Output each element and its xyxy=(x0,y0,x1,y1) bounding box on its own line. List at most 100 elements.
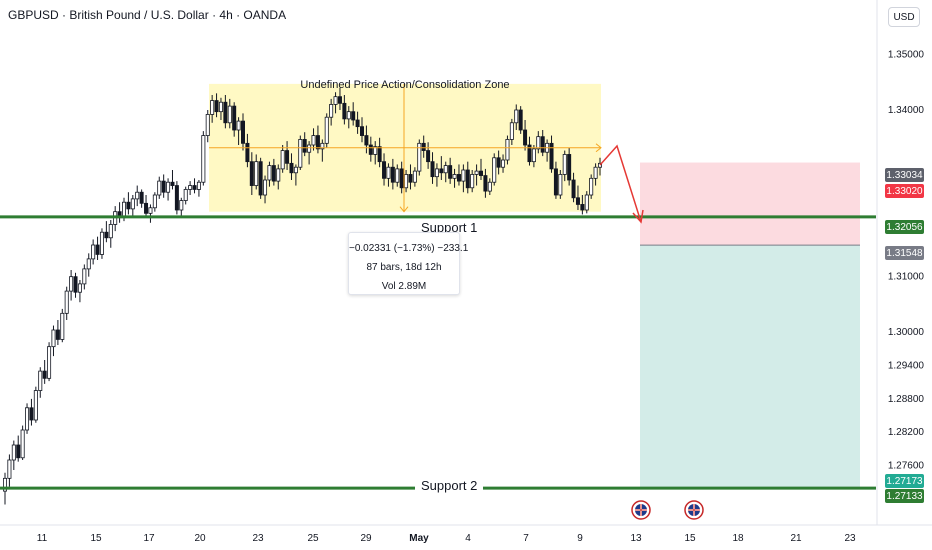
candle xyxy=(174,181,179,215)
candle-body xyxy=(20,429,25,459)
candle xyxy=(42,360,47,384)
price-tick-label: 1.35000 xyxy=(888,49,925,60)
candle xyxy=(25,403,30,434)
time-tick-label: 23 xyxy=(844,533,856,544)
time-axis[interactable]: 11 15 17 20 23 25 29 May 4 7 9 13 15 18 21 23 xyxy=(0,500,932,544)
candle-body xyxy=(91,244,96,260)
price-tag: 1.31548 xyxy=(885,246,924,260)
candle xyxy=(509,118,514,145)
candle-body xyxy=(342,102,347,120)
candle xyxy=(249,152,254,195)
candle-body xyxy=(298,139,303,168)
candle-body xyxy=(443,165,448,174)
candle-body xyxy=(456,174,461,182)
candle-body xyxy=(333,96,338,105)
candle-body xyxy=(99,231,104,255)
candle-body xyxy=(289,162,294,174)
candle xyxy=(571,172,576,203)
candle-body xyxy=(77,283,82,293)
candle-body xyxy=(108,224,113,239)
candle-body xyxy=(293,166,298,174)
time-tick-label: 15 xyxy=(90,533,102,544)
candle-body xyxy=(280,150,285,170)
candle-body xyxy=(82,268,87,285)
candle-body xyxy=(329,104,334,118)
symbol-title[interactable]: GBPUSD · British Pound / U.S. Dollar · 4… xyxy=(8,8,287,22)
candle xyxy=(386,163,391,187)
candle xyxy=(470,170,475,193)
candle-body xyxy=(509,122,514,140)
price-tick-label: 1.31000 xyxy=(888,272,925,283)
candle-body xyxy=(536,136,541,150)
candle-body xyxy=(223,101,228,124)
price-tick-label: 1.28800 xyxy=(888,394,925,405)
candle-body xyxy=(245,142,250,163)
candle xyxy=(130,195,135,218)
candle xyxy=(108,220,113,248)
candle xyxy=(307,141,312,165)
candle-body xyxy=(337,96,342,104)
candle-body xyxy=(166,181,171,193)
candle xyxy=(240,113,245,151)
price-tag: 1.33034 xyxy=(885,168,924,182)
candle-body xyxy=(214,100,219,113)
candle xyxy=(408,164,413,190)
candle xyxy=(562,150,567,182)
candle-body xyxy=(126,201,131,210)
candle-body xyxy=(518,109,523,131)
candle xyxy=(161,174,166,198)
stop-loss-zone xyxy=(640,162,860,246)
candle-body xyxy=(492,157,497,183)
candle xyxy=(95,236,100,260)
candle xyxy=(536,131,541,154)
candle-body xyxy=(232,105,237,131)
candle-body xyxy=(55,329,60,340)
candle xyxy=(461,164,466,193)
price-tick-label: 1.28200 xyxy=(888,427,925,438)
candle-body xyxy=(33,390,38,421)
time-tick-label: 13 xyxy=(630,533,642,544)
candle xyxy=(91,239,96,265)
candle-body xyxy=(584,194,589,211)
candle-body xyxy=(135,191,140,200)
candle-body xyxy=(152,194,157,209)
candle-body xyxy=(210,100,215,115)
time-tick-label: 21 xyxy=(790,533,802,544)
candle xyxy=(452,168,457,188)
candle-body xyxy=(179,200,184,211)
uk-flag-event-icon[interactable] xyxy=(684,500,704,520)
candle-body xyxy=(593,166,598,179)
candle-body xyxy=(553,168,558,196)
time-tick-label: 7 xyxy=(523,533,529,544)
candle xyxy=(580,195,585,215)
candle xyxy=(523,120,528,151)
candle-body xyxy=(412,170,417,183)
price-axis[interactable]: 1.35000 1.34000 1.31000 1.30000 1.29400 1.288… xyxy=(876,0,925,525)
candle xyxy=(558,170,563,199)
candle xyxy=(188,181,193,195)
candle-body xyxy=(161,180,166,193)
candle xyxy=(359,117,364,143)
candle-body xyxy=(25,407,30,431)
currency-button[interactable]: USD xyxy=(888,7,920,27)
candle xyxy=(285,141,290,170)
consolidation-zone-title: Undefined Price Action/Consolidation Zon… xyxy=(300,79,510,91)
candle xyxy=(311,128,316,151)
candle-body xyxy=(144,202,149,214)
candle-body xyxy=(7,459,12,479)
candle xyxy=(390,158,395,190)
time-tick-label: 29 xyxy=(360,533,372,544)
candle-body xyxy=(540,136,545,153)
candle xyxy=(355,111,360,134)
candle xyxy=(456,164,461,186)
time-tick-label: May xyxy=(409,533,429,544)
candle-body xyxy=(346,111,351,120)
candle-body xyxy=(64,290,69,314)
candle xyxy=(505,135,510,165)
candle xyxy=(421,135,426,158)
candle xyxy=(399,161,404,194)
candle xyxy=(492,153,497,186)
uk-flag-event-icon[interactable] xyxy=(631,500,651,520)
candle-body xyxy=(205,114,210,136)
